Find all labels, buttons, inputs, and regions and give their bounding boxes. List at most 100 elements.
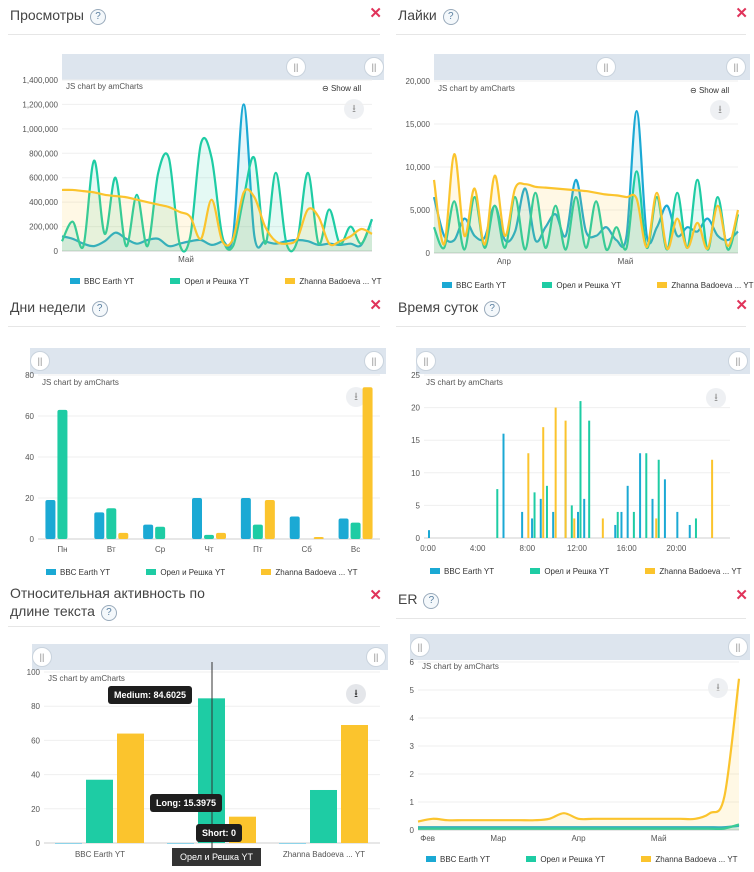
y-tick-label: 0 [426, 249, 431, 258]
help-icon[interactable]: ? [90, 9, 106, 25]
legend-item-bbc[interactable]: BBC Earth YT [442, 281, 506, 290]
legend-item-zhanna[interactable]: Zhanna Badoeva ... YT [657, 281, 754, 290]
series-line [61, 137, 374, 253]
y-tick-label: 5,000 [410, 206, 431, 215]
series-line [432, 152, 740, 250]
legend-item-zhanna[interactable]: Zhanna Badoeva ... YT [261, 568, 358, 577]
download-icon[interactable]: ⭳ [710, 100, 730, 120]
x-tick-label: Май [178, 255, 194, 264]
scrollbar-right-grip[interactable]: || [366, 647, 386, 667]
help-icon[interactable]: ? [423, 593, 440, 609]
legend-item-zhanna[interactable]: Zhanna Badoeva ... YT [285, 277, 382, 286]
amcharts-credit: JS chart by amCharts [48, 674, 125, 683]
legend-item-bbc[interactable]: BBC Earth YT [430, 567, 494, 576]
bar [264, 500, 275, 539]
y-tick-label: 25 [411, 371, 420, 380]
legend-item-bbc[interactable]: BBC Earth YT [70, 277, 134, 286]
amcharts-credit: JS chart by amCharts [438, 84, 515, 93]
amcharts-credit: JS chart by amCharts [422, 662, 499, 671]
series-line [61, 188, 373, 247]
bar [310, 789, 337, 843]
y-tick-label: 0 [416, 534, 421, 543]
legend-item-zhanna[interactable]: Zhanna Badoeva ... YT [645, 567, 742, 576]
amcharts-credit: JS chart by amCharts [42, 378, 119, 387]
bar [362, 387, 373, 539]
help-icon[interactable]: ? [442, 9, 459, 25]
bar [143, 524, 154, 539]
legend-item-orel[interactable]: Орел и Решка YT [146, 568, 225, 577]
x-tick-label: Мар [490, 834, 506, 843]
scrollbar-left-grip[interactable]: || [30, 351, 50, 371]
chart-scrollbar[interactable]: || || [32, 644, 388, 670]
scrollbar-left-grip[interactable]: || [416, 351, 436, 371]
legend-item-bbc[interactable]: BBC Earth YT [426, 855, 490, 864]
series-area [434, 154, 738, 253]
show-all-button[interactable]: ⊖ Show all [322, 84, 362, 93]
bar [106, 508, 117, 539]
bar [632, 511, 635, 538]
scrollbar-right-grip[interactable]: || [364, 351, 384, 371]
close-icon[interactable]: ✕ [369, 587, 382, 604]
panel-er: ER? ✕ || || JS chart by amCharts ⭳ 0 1 2 3 4… [388, 582, 754, 872]
legend-item-zhanna[interactable]: Zhanna Badoeva ... YT [641, 855, 738, 864]
scrollbar-left-grip[interactable]: || [410, 637, 430, 657]
scrollbar-right-grip[interactable]: || [728, 637, 748, 657]
bar [711, 459, 714, 538]
bar [55, 843, 82, 844]
download-icon[interactable]: ⭳ [708, 678, 728, 698]
legend-item-orel[interactable]: Орел и Решка YT [530, 567, 609, 576]
chart-scrollbar[interactable]: || || [62, 54, 384, 80]
scrollbar-right-grip[interactable]: || [364, 57, 384, 77]
scrollbar-left-grip[interactable]: || [596, 57, 616, 77]
chart-scrollbar[interactable]: || || [434, 54, 750, 80]
chart-scrollbar[interactable]: || || [416, 348, 750, 374]
close-icon[interactable]: ✕ [735, 297, 748, 314]
y-tick-label: 10,000 [406, 163, 431, 172]
x-tick-label: 16:00 [617, 544, 638, 553]
y-tick-label: 20 [31, 805, 40, 814]
close-icon[interactable]: ✕ [735, 5, 748, 22]
help-icon[interactable]: ? [484, 301, 501, 317]
close-icon[interactable]: ✕ [735, 587, 748, 604]
help-icon[interactable]: ? [91, 301, 108, 317]
legend-item-bbc[interactable]: BBC Earth YT [46, 568, 110, 577]
y-tick-label: 100 [27, 668, 41, 677]
panel-views: Просмотры? ✕ || || JS chart by amCharts … [0, 0, 388, 292]
show-all-button[interactable]: ⊖ Show all [690, 86, 730, 95]
series-line [418, 823, 740, 831]
daytime-chart: 0 5 10 15 20 25 0:00 4:00 8:00 12:00 16:00 20:00 [411, 371, 730, 553]
legend: BBC Earth YT Орел и Решка YT Zhanna Bado… [70, 277, 416, 286]
legend-item-orel[interactable]: Орел и Решка YT [526, 855, 605, 864]
close-icon[interactable]: ✕ [369, 297, 382, 314]
legend-item-orel[interactable]: Орел и Решка YT [170, 277, 249, 286]
legend-item-orel[interactable]: Орел и Решка YT [542, 281, 621, 290]
scrollbar-right-grip[interactable]: || [728, 351, 748, 371]
bar [570, 505, 573, 538]
series-area [62, 138, 372, 252]
y-tick-label: 20,000 [406, 77, 431, 86]
help-icon[interactable]: ? [100, 605, 117, 621]
bar [626, 485, 629, 538]
x-tick-label: Вс [351, 545, 360, 554]
close-icon[interactable]: ✕ [369, 5, 382, 22]
x-tick-label: Май [618, 257, 634, 266]
scrollbar-left-grip[interactable]: || [32, 647, 52, 667]
y-tick-label: 20 [411, 404, 420, 413]
y-tick-label: 0 [30, 535, 35, 544]
chart-scrollbar[interactable]: || || [410, 634, 750, 660]
tooltip-category: Орел и Решка YT [172, 848, 261, 866]
scrollbar-left-grip[interactable]: || [286, 57, 306, 77]
chart-scrollbar[interactable]: || || [30, 348, 386, 374]
download-icon[interactable]: ⭳ [346, 684, 366, 704]
download-icon[interactable]: ⭳ [706, 388, 726, 408]
bar [588, 420, 591, 538]
bar [655, 518, 658, 538]
download-icon[interactable]: ⭳ [346, 387, 366, 407]
panel-title: Просмотры? [10, 6, 106, 25]
bar [204, 534, 214, 539]
scrollbar-right-grip[interactable]: || [726, 57, 746, 77]
panel-daytime: Время суток? ✕ || || JS chart by amChart… [388, 292, 754, 582]
bar [57, 409, 68, 539]
panel-likes: Лайки? ✕ || || JS chart by amCharts ⊖ Sh… [388, 0, 754, 292]
legend: BBC Earth YT Орел и Решка YT Zhanna Bado… [426, 855, 754, 864]
